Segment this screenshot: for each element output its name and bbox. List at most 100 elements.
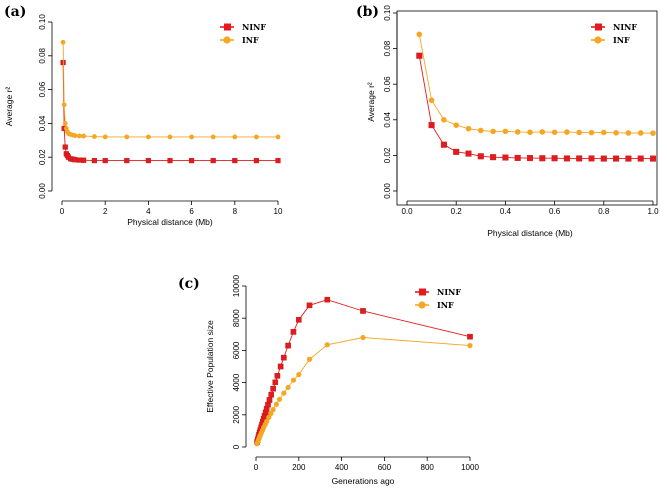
- data-point-ninf: [290, 329, 297, 335]
- x-tick-label: 1.0: [647, 207, 659, 216]
- x-tick-label: 0.6: [549, 207, 561, 216]
- legend-label: NINF: [613, 22, 637, 32]
- panel-a: (a) 0 2 4 6 8 10 0.00 0.02 0.04 0.06 0.08 0.10 Physi…: [4, 4, 283, 227]
- x-tick-label: 0: [60, 207, 65, 216]
- data-point-inf: [296, 371, 302, 378]
- series-ninf: [254, 296, 473, 445]
- data-point-inf: [167, 134, 173, 140]
- x-tick-label: 4: [146, 207, 151, 216]
- data-point-ninf: [563, 155, 570, 162]
- legend-marker: [223, 36, 231, 44]
- data-point-inf: [268, 410, 274, 417]
- data-point-ninf: [275, 157, 281, 164]
- data-point-ninf: [80, 157, 87, 163]
- data-point-inf: [576, 129, 582, 136]
- x-tick-label: 6: [189, 207, 194, 216]
- data-point-inf: [613, 129, 619, 136]
- data-point-ninf: [124, 157, 130, 164]
- panel-label-b: (b): [356, 4, 379, 20]
- data-point-inf: [210, 134, 216, 140]
- x-tick-label: 0.4: [500, 207, 512, 216]
- data-point-ninf: [539, 155, 546, 162]
- y-tick-label: 0.10: [383, 5, 392, 21]
- data-point-ninf: [428, 122, 435, 129]
- y-tick-label: 0.10: [38, 14, 47, 30]
- series-inf: [416, 31, 656, 136]
- data-point-inf: [232, 134, 238, 140]
- data-point-ninf: [600, 155, 607, 162]
- data-point-ninf: [467, 333, 473, 340]
- data-point-inf: [650, 130, 656, 136]
- series-inf: [254, 334, 473, 447]
- data-point-ninf: [613, 155, 620, 162]
- data-point-ninf: [102, 157, 108, 164]
- legend-entry-inf: INF: [591, 35, 630, 45]
- data-point-inf: [62, 121, 68, 126]
- data-point-inf: [478, 127, 484, 134]
- data-point-inf: [276, 396, 283, 402]
- y-tick-label: 0.00: [38, 183, 47, 199]
- y-tick-label: 4000: [232, 373, 241, 391]
- y-tick-label: 0.06: [38, 81, 47, 97]
- data-point-ninf: [296, 317, 302, 323]
- data-point-ninf: [637, 155, 644, 162]
- data-point-ninf: [266, 397, 273, 403]
- data-point-inf: [290, 377, 297, 383]
- data-point-ninf: [576, 155, 583, 162]
- x-axis-label: Physical distance (Mb): [127, 217, 213, 227]
- data-point-ninf: [490, 154, 497, 161]
- axes: 0.0 0.2 0.4 0.6 0.8 1.0 0.00 0.02 0.04 0.06 0.08 0.…: [383, 5, 659, 216]
- data-point-ninf: [253, 157, 260, 164]
- data-point-inf: [324, 342, 330, 348]
- data-point-inf: [360, 334, 366, 341]
- y-tick-label: 2000: [232, 405, 241, 423]
- legend-marker: [224, 23, 231, 31]
- legend-marker: [595, 23, 602, 31]
- series-line-inf: [418, 34, 654, 134]
- x-tick-label: 0.2: [451, 207, 463, 216]
- x-tick-label: 600: [378, 463, 392, 472]
- y-tick-label: 0.08: [383, 40, 392, 56]
- data-point-ninf: [167, 157, 173, 164]
- x-tick-label: 0: [254, 463, 259, 472]
- data-point-ninf: [465, 150, 472, 157]
- x-tick-label: 200: [292, 463, 306, 472]
- data-point-ninf: [416, 52, 423, 59]
- data-point-ninf: [210, 157, 216, 164]
- data-point-ninf: [277, 363, 284, 370]
- y-tick-label: 0.06: [383, 76, 392, 92]
- data-point-ninf: [268, 391, 274, 398]
- data-point-ninf: [453, 148, 460, 155]
- data-point-inf: [514, 129, 521, 135]
- data-point-inf: [306, 356, 313, 362]
- y-tick-label: 0.08: [38, 47, 47, 63]
- legend-entry-inf: INF: [220, 35, 259, 45]
- panel-label-a: (a): [4, 4, 26, 20]
- legend-marker: [418, 301, 426, 309]
- y-tick-label: 0: [232, 444, 241, 449]
- data-point-inf: [416, 31, 423, 38]
- data-point-ninf: [324, 296, 331, 303]
- data-point-inf: [60, 39, 66, 45]
- data-point-inf: [428, 97, 435, 104]
- data-point-ninf: [477, 153, 484, 160]
- panel-c: (c) 0 200 400 600 800 10000200040006000800010…: [178, 274, 479, 486]
- data-point-ninf: [76, 157, 82, 163]
- data-point-ninf: [527, 155, 534, 162]
- y-tick-label: 0.02: [38, 149, 47, 165]
- data-point-inf: [502, 128, 509, 135]
- data-point-ninf: [274, 373, 281, 379]
- x-tick-label: 2: [103, 207, 108, 216]
- series-inf: [60, 39, 281, 140]
- data-point-inf: [490, 128, 496, 135]
- data-point-inf: [564, 129, 570, 135]
- data-point-inf: [625, 130, 632, 136]
- data-point-ninf: [360, 308, 366, 314]
- data-point-inf: [72, 133, 78, 138]
- data-point-inf: [539, 129, 546, 135]
- legend-label: INF: [437, 300, 454, 310]
- panel-b: (b) 0.0 0.2 0.4 0.6 0.8 1.00.000.020.040.060.…: [356, 4, 659, 238]
- data-point-inf: [264, 418, 270, 425]
- data-point-ninf: [272, 379, 279, 386]
